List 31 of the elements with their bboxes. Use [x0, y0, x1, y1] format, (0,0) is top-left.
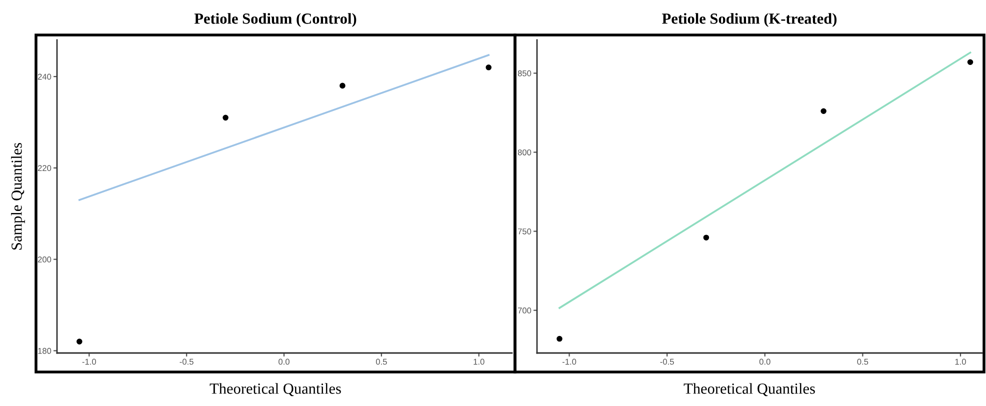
- point: [556, 336, 562, 342]
- y-tick-label: 220: [38, 165, 52, 172]
- y-tick-label: 180: [38, 348, 52, 354]
- y-tick-label: 200: [38, 256, 52, 262]
- y-axis-title: Sample Quantiles: [11, 142, 25, 250]
- y-tick-label: 750: [518, 228, 532, 234]
- x-tick-label: 0.5: [376, 358, 387, 365]
- y-tick-label: 850: [518, 70, 532, 76]
- x-axis-title: Theoretical Quantiles: [684, 383, 815, 396]
- x-tick-label: 0.5: [857, 358, 868, 365]
- chart-title: Petiole Sodium (K-treated): [662, 13, 837, 27]
- x-tick-label: -0.5: [180, 358, 194, 365]
- x-tick-label: 0.0: [759, 358, 770, 365]
- point: [340, 82, 346, 89]
- point: [222, 114, 228, 121]
- point: [486, 64, 492, 70]
- x-tick-label: 1.0: [955, 358, 966, 365]
- point: [967, 59, 974, 66]
- x-tick-label: -1.0: [562, 358, 576, 365]
- y-tick-label: 240: [38, 74, 52, 80]
- chart-title: Petiole Sodium (Control): [194, 13, 356, 27]
- x-tick-label: 1.0: [474, 358, 484, 365]
- x-tick-label: -1.0: [82, 358, 96, 365]
- x-axis-title: Theoretical Quantiles: [210, 383, 341, 396]
- x-tick-label: 0.0: [278, 358, 290, 365]
- y-tick-label: 700: [518, 308, 532, 314]
- x-tick-label: -0.5: [660, 358, 674, 365]
- point: [703, 234, 710, 240]
- point: [820, 108, 826, 114]
- y-tick-label: 800: [518, 149, 532, 156]
- point: [76, 338, 82, 344]
